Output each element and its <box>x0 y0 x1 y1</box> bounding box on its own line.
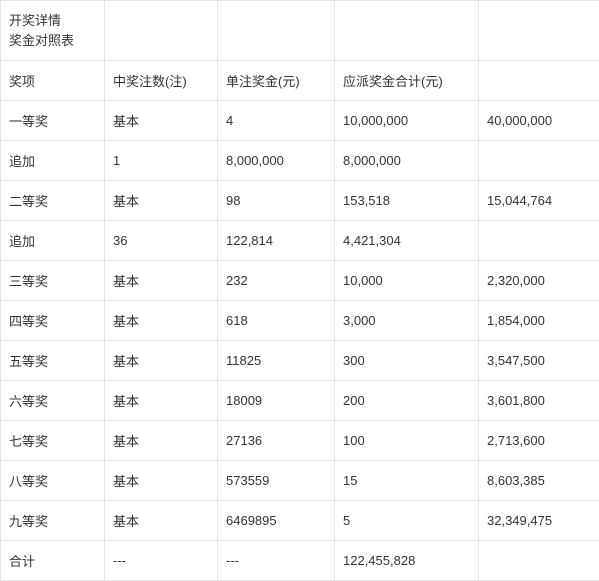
cell-total: 3,601,800 <box>479 381 599 421</box>
cell-single: 15 <box>335 461 479 501</box>
cell-single: 10,000 <box>335 261 479 301</box>
header-prize: 奖项 <box>1 61 105 101</box>
cell-count: 232 <box>218 261 335 301</box>
cell-count: 573559 <box>218 461 335 501</box>
cell-total: 15,044,764 <box>479 181 599 221</box>
cell-count: 18009 <box>218 381 335 421</box>
cell-prize: 二等奖 <box>1 181 105 221</box>
cell-type: 1 <box>105 141 218 181</box>
cell-count: 8,000,000 <box>218 141 335 181</box>
cell-single: 8,000,000 <box>335 141 479 181</box>
cell-total: 1,854,000 <box>479 301 599 341</box>
cell-single: 300 <box>335 341 479 381</box>
cell-type: 基本 <box>105 101 218 141</box>
cell-single: 122,455,828 <box>335 541 479 581</box>
cell-total: 32,349,475 <box>479 501 599 541</box>
title-line-1: 开奖详情 <box>9 13 61 28</box>
table-row: 一等奖基本410,000,00040,000,000 <box>1 101 599 141</box>
cell-total: 40,000,000 <box>479 101 599 141</box>
cell-prize: 七等奖 <box>1 421 105 461</box>
table-row: 三等奖基本23210,0002,320,000 <box>1 261 599 301</box>
cell-prize: 合计 <box>1 541 105 581</box>
table-row: 二等奖基本98153,51815,044,764 <box>1 181 599 221</box>
table-title: 开奖详情 奖金对照表 <box>1 1 105 61</box>
cell-total: 2,320,000 <box>479 261 599 301</box>
cell-total <box>479 221 599 261</box>
cell-type: 基本 <box>105 301 218 341</box>
header-single-bonus: 单注奖金(元) <box>218 61 335 101</box>
cell-type: 基本 <box>105 341 218 381</box>
table-row: 追加18,000,0008,000,000 <box>1 141 599 181</box>
cell-total: 2,713,600 <box>479 421 599 461</box>
cell-single: 3,000 <box>335 301 479 341</box>
cell-type: 36 <box>105 221 218 261</box>
cell-count: 27136 <box>218 421 335 461</box>
cell-total <box>479 541 599 581</box>
prize-table: 开奖详情 奖金对照表 奖项 中奖注数(注) 单注奖金(元) 应派奖金合计(元) … <box>0 0 599 581</box>
cell-count: 122,814 <box>218 221 335 261</box>
cell-count: 6469895 <box>218 501 335 541</box>
table-row: 七等奖基本271361002,713,600 <box>1 421 599 461</box>
table-row: 五等奖基本118253003,547,500 <box>1 341 599 381</box>
cell-single: 5 <box>335 501 479 541</box>
table-row: 八等奖基本573559158,603,385 <box>1 461 599 501</box>
empty-cell <box>479 1 599 61</box>
cell-type: 基本 <box>105 421 218 461</box>
empty-cell <box>218 1 335 61</box>
cell-single: 100 <box>335 421 479 461</box>
table-row: 四等奖基本6183,0001,854,000 <box>1 301 599 341</box>
header-extra <box>479 61 599 101</box>
table-row: 六等奖基本180092003,601,800 <box>1 381 599 421</box>
cell-single: 153,518 <box>335 181 479 221</box>
cell-type: 基本 <box>105 181 218 221</box>
cell-count: 4 <box>218 101 335 141</box>
header-win-count: 中奖注数(注) <box>105 61 218 101</box>
cell-count: 98 <box>218 181 335 221</box>
cell-count: 11825 <box>218 341 335 381</box>
header-total-bonus: 应派奖金合计(元) <box>335 61 479 101</box>
cell-count: 618 <box>218 301 335 341</box>
cell-prize: 九等奖 <box>1 501 105 541</box>
cell-prize: 五等奖 <box>1 341 105 381</box>
cell-type: 基本 <box>105 501 218 541</box>
cell-single: 4,421,304 <box>335 221 479 261</box>
title-row: 开奖详情 奖金对照表 <box>1 1 599 61</box>
cell-prize: 八等奖 <box>1 461 105 501</box>
cell-type: 基本 <box>105 381 218 421</box>
table-row: 追加36122,8144,421,304 <box>1 221 599 261</box>
cell-prize: 四等奖 <box>1 301 105 341</box>
cell-prize: 追加 <box>1 141 105 181</box>
cell-single: 200 <box>335 381 479 421</box>
cell-type: 基本 <box>105 261 218 301</box>
table-row: 合计------122,455,828 <box>1 541 599 581</box>
cell-count: --- <box>218 541 335 581</box>
table-row: 九等奖基本6469895532,349,475 <box>1 501 599 541</box>
cell-prize: 六等奖 <box>1 381 105 421</box>
cell-prize: 一等奖 <box>1 101 105 141</box>
cell-total: 3,547,500 <box>479 341 599 381</box>
empty-cell <box>335 1 479 61</box>
cell-total: 8,603,385 <box>479 461 599 501</box>
cell-single: 10,000,000 <box>335 101 479 141</box>
empty-cell <box>105 1 218 61</box>
cell-total <box>479 141 599 181</box>
header-row: 奖项 中奖注数(注) 单注奖金(元) 应派奖金合计(元) <box>1 61 599 101</box>
cell-type: 基本 <box>105 461 218 501</box>
table-body: 开奖详情 奖金对照表 奖项 中奖注数(注) 单注奖金(元) 应派奖金合计(元) … <box>1 1 599 581</box>
cell-prize: 追加 <box>1 221 105 261</box>
title-line-2: 奖金对照表 <box>9 33 74 48</box>
cell-type: --- <box>105 541 218 581</box>
cell-prize: 三等奖 <box>1 261 105 301</box>
